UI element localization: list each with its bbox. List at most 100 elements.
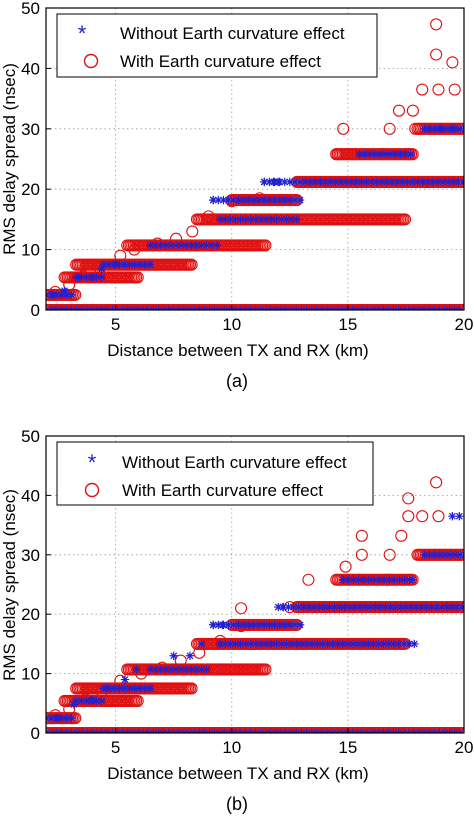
without-curvature-point xyxy=(97,696,106,706)
without-curvature-point xyxy=(364,639,373,649)
without-curvature-point xyxy=(321,177,330,187)
without-curvature-point xyxy=(435,550,445,559)
without-curvature-point xyxy=(292,215,301,224)
without-curvature-point xyxy=(448,511,457,521)
without-curvature-point xyxy=(231,639,240,649)
without-curvature-point xyxy=(389,639,399,649)
without-curvature-point xyxy=(320,602,329,612)
with-curvature-point xyxy=(398,213,412,226)
without-curvature-point xyxy=(448,124,457,133)
without-curvature-point xyxy=(120,684,129,693)
without-curvature-point xyxy=(46,713,56,723)
without-curvature-point xyxy=(115,260,124,269)
without-curvature-point xyxy=(290,195,300,205)
without-curvature-point xyxy=(379,639,388,649)
without-curvature-point xyxy=(432,602,441,612)
without-curvature-point xyxy=(261,639,271,649)
legend-asterisk-icon: * xyxy=(78,21,87,46)
without-curvature-point xyxy=(156,241,165,250)
without-curvature-point xyxy=(420,550,429,559)
without-curvature-point xyxy=(400,575,409,584)
without-curvature-point xyxy=(292,639,301,649)
with-curvature-point xyxy=(355,529,368,542)
without-curvature-point xyxy=(251,215,261,224)
with-curvature-point xyxy=(63,278,76,291)
without-curvature-point xyxy=(274,602,283,612)
without-curvature-point xyxy=(442,602,452,612)
without-curvature-point xyxy=(457,602,464,612)
without-curvature-point xyxy=(295,177,305,187)
without-curvature-point xyxy=(401,602,411,612)
without-curvature-point xyxy=(57,290,66,300)
without-curvature-point xyxy=(246,215,256,224)
without-curvature-point xyxy=(140,684,150,693)
without-curvature-point xyxy=(420,124,429,133)
without-curvature-point xyxy=(413,177,422,187)
without-curvature-point xyxy=(336,177,346,187)
without-curvature-point xyxy=(285,195,295,205)
y-axis-label: RMS delay spread (nsec) xyxy=(0,63,19,255)
without-curvature-point xyxy=(176,665,186,674)
without-curvature-point xyxy=(53,713,62,723)
without-curvature-point xyxy=(115,684,124,693)
without-curvature-point xyxy=(132,665,141,674)
without-curvature-point xyxy=(212,241,222,250)
without-curvature-point xyxy=(92,696,101,706)
without-curvature-point xyxy=(69,700,79,709)
y-tick-label: 0 xyxy=(31,301,40,320)
without-curvature-point xyxy=(424,124,434,133)
without-curvature-point xyxy=(318,639,327,649)
x-axis-label: Distance between TX and RX (km) xyxy=(107,764,368,783)
without-curvature-point xyxy=(74,273,83,282)
without-curvature-point xyxy=(67,290,76,300)
without-curvature-point xyxy=(333,639,342,649)
without-curvature-point xyxy=(343,639,353,649)
without-curvature-point xyxy=(278,602,288,612)
without-curvature-point xyxy=(146,665,155,674)
without-curvature-point xyxy=(370,149,380,159)
data-points xyxy=(46,476,464,733)
without-curvature-point xyxy=(280,620,289,630)
without-curvature-point xyxy=(161,665,171,674)
without-curvature-point xyxy=(295,195,305,205)
legend: * Without Earth curvature effect With Ea… xyxy=(56,13,378,78)
without-curvature-point xyxy=(224,620,233,630)
without-curvature-point xyxy=(176,241,186,250)
with-curvature-point xyxy=(402,510,415,523)
without-curvature-point xyxy=(185,651,195,660)
with-curvature-point xyxy=(131,271,144,284)
without-curvature-point xyxy=(360,602,370,612)
without-curvature-point xyxy=(338,639,347,649)
without-curvature-point xyxy=(130,260,139,269)
without-curvature-point xyxy=(359,575,368,584)
data-points xyxy=(46,18,464,310)
without-curvature-point xyxy=(364,575,373,584)
without-curvature-point xyxy=(430,124,439,133)
without-curvature-point xyxy=(444,177,453,187)
without-curvature-point xyxy=(417,602,426,612)
legend-circle-icon xyxy=(83,53,99,69)
with-curvature-point xyxy=(446,56,459,69)
without-curvature-point xyxy=(166,665,176,674)
without-curvature-point xyxy=(381,602,390,612)
without-curvature-point xyxy=(261,215,271,224)
with-curvature-point xyxy=(63,703,76,716)
without-curvature-point xyxy=(260,620,269,630)
without-curvature-point xyxy=(229,195,238,205)
without-curvature-point xyxy=(99,260,109,269)
without-curvature-point xyxy=(267,639,276,649)
without-curvature-point xyxy=(367,177,376,187)
without-curvature-point xyxy=(77,696,86,706)
without-curvature-point xyxy=(425,550,434,559)
without-curvature-point xyxy=(371,602,380,612)
without-curvature-point xyxy=(145,684,155,693)
without-curvature-point xyxy=(386,602,395,612)
without-curvature-point xyxy=(406,602,416,612)
without-curvature-point xyxy=(239,195,249,205)
without-curvature-point xyxy=(270,620,279,630)
with-curvature-point xyxy=(448,83,461,96)
y-axis-label: RMS delay spread (nsec) xyxy=(0,489,19,681)
without-curvature-point xyxy=(244,195,254,205)
y-tick-label: 20 xyxy=(21,605,40,624)
